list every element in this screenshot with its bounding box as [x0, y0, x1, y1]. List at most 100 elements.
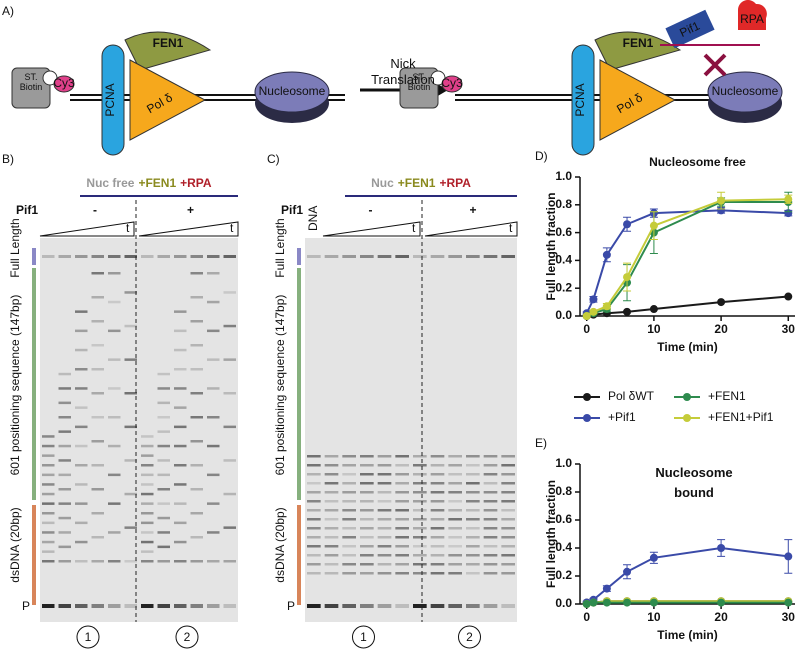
point [717, 599, 725, 607]
band [360, 527, 374, 530]
point [603, 599, 611, 607]
band [141, 454, 154, 457]
band [342, 500, 356, 503]
band [360, 604, 374, 608]
band [501, 572, 515, 575]
band [191, 536, 204, 539]
title-part: +FEN1 [138, 176, 176, 190]
band [92, 536, 105, 539]
band [395, 545, 409, 548]
region-label: dsDNA (20bp) [273, 507, 287, 582]
band [413, 500, 427, 503]
band [75, 541, 88, 544]
band [307, 572, 321, 575]
band [125, 526, 138, 529]
band [42, 502, 55, 505]
band [207, 604, 220, 608]
band [307, 545, 321, 548]
band [342, 455, 356, 458]
band [501, 491, 515, 494]
band [224, 459, 237, 462]
band [342, 572, 356, 575]
band [174, 349, 187, 352]
band [125, 358, 138, 361]
band [108, 474, 121, 477]
t-label: t [412, 221, 416, 235]
point [784, 552, 792, 560]
band [325, 500, 339, 503]
band [59, 373, 72, 376]
point [623, 308, 631, 316]
arrow-label: Nick Translation [370, 56, 436, 88]
band [92, 440, 105, 443]
band [207, 330, 220, 333]
band [207, 445, 220, 448]
band [108, 560, 121, 563]
band [108, 272, 121, 275]
point [650, 222, 658, 230]
band [125, 255, 138, 258]
band [59, 502, 72, 505]
band [75, 483, 88, 486]
band [42, 483, 55, 486]
point [623, 220, 631, 228]
band [448, 500, 462, 503]
band [59, 604, 72, 608]
band [42, 454, 55, 457]
point [650, 599, 658, 607]
band [395, 554, 409, 557]
band [360, 518, 374, 521]
band [224, 392, 237, 395]
gel-title: Nuc +FEN1 +RPA [371, 176, 471, 190]
band [448, 563, 462, 566]
band [158, 255, 171, 258]
band [360, 473, 374, 476]
point [623, 568, 631, 576]
p-label: P [22, 599, 30, 613]
band [395, 536, 409, 539]
band [360, 482, 374, 485]
band [75, 502, 88, 505]
band [325, 527, 339, 530]
band [325, 509, 339, 512]
band [42, 435, 55, 438]
band [484, 464, 498, 467]
band [224, 560, 237, 563]
band [307, 518, 321, 521]
band [484, 473, 498, 476]
band [92, 368, 105, 371]
band [501, 527, 515, 530]
band [158, 445, 171, 448]
y-axis-label: Full length fraction [544, 480, 558, 588]
band [42, 541, 55, 544]
t-label: t [230, 221, 234, 235]
cy3: Cy3 [441, 76, 463, 90]
y-tick-label: 0.0 [555, 596, 572, 610]
band [158, 502, 171, 505]
band [466, 255, 480, 258]
band [360, 464, 374, 467]
band [325, 563, 339, 566]
x-axis-label: Time (min) [657, 340, 717, 354]
band [307, 563, 321, 566]
band [92, 464, 105, 467]
band [360, 255, 374, 258]
band [360, 500, 374, 503]
band [378, 455, 392, 458]
band [158, 387, 171, 390]
band [108, 330, 121, 333]
band [191, 464, 204, 467]
band [484, 482, 498, 485]
band [224, 526, 237, 529]
band [158, 517, 171, 520]
band [484, 500, 498, 503]
band [108, 502, 121, 505]
pif1-label: Pif1 [16, 203, 38, 217]
band [501, 509, 515, 512]
band [466, 500, 480, 503]
point [589, 308, 597, 316]
band [431, 554, 445, 557]
band [42, 474, 55, 477]
legend-marker [683, 414, 691, 422]
band [42, 522, 55, 525]
